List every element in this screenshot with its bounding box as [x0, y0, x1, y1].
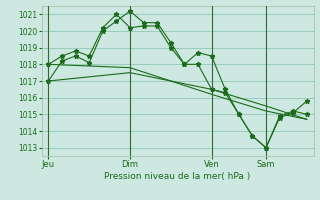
X-axis label: Pression niveau de la mer( hPa ): Pression niveau de la mer( hPa )	[104, 172, 251, 181]
